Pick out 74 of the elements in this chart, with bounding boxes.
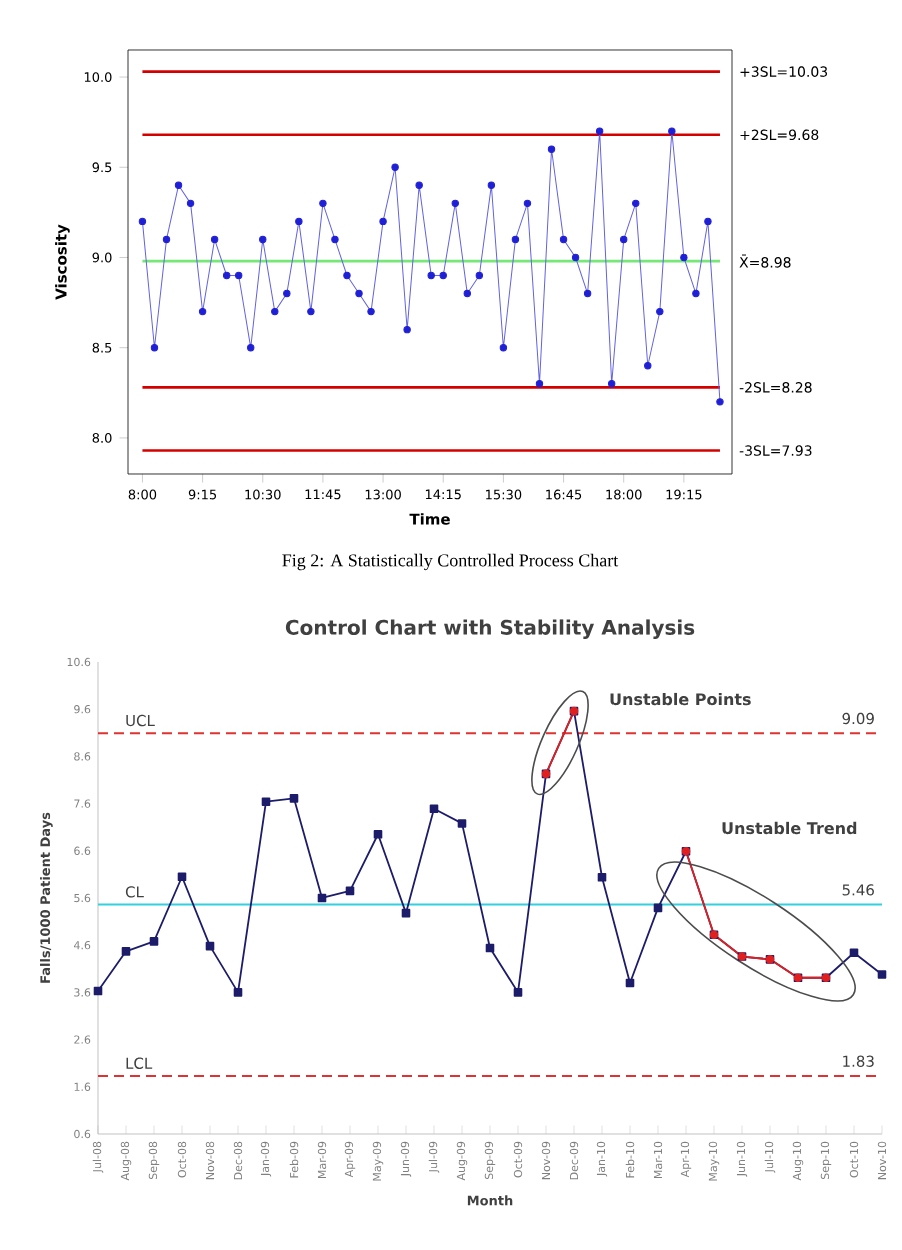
point <box>259 235 267 244</box>
point <box>571 253 580 262</box>
annotation: Unstable Trend <box>722 821 857 835</box>
point <box>205 941 215 951</box>
point <box>632 199 640 208</box>
point <box>295 217 303 226</box>
point <box>513 988 523 997</box>
point <box>499 344 508 352</box>
point <box>379 217 387 226</box>
point <box>427 271 435 280</box>
point <box>234 271 243 280</box>
point <box>653 903 663 913</box>
point <box>367 307 375 316</box>
point <box>283 289 291 298</box>
point <box>345 886 355 896</box>
point <box>307 307 315 316</box>
point <box>668 127 676 135</box>
point <box>247 344 255 352</box>
point <box>222 271 231 280</box>
point <box>403 325 411 334</box>
point <box>415 181 423 190</box>
point <box>174 181 183 190</box>
point <box>186 199 195 208</box>
point <box>451 199 459 208</box>
point <box>680 253 688 262</box>
point <box>597 872 607 882</box>
point <box>331 235 339 244</box>
point <box>523 199 532 208</box>
point <box>535 380 544 388</box>
point <box>511 235 520 244</box>
point <box>317 893 327 903</box>
point <box>261 797 271 807</box>
point <box>716 398 724 406</box>
point <box>355 289 363 298</box>
point <box>559 235 568 244</box>
point <box>656 307 664 316</box>
point <box>620 235 628 244</box>
point <box>210 235 219 244</box>
point <box>198 307 207 316</box>
point <box>401 908 411 918</box>
point <box>583 289 592 298</box>
point <box>463 289 471 298</box>
point <box>391 163 399 171</box>
chart-title: Control Chart with Stability Analysis <box>285 619 695 639</box>
point <box>319 199 327 208</box>
point <box>439 271 447 280</box>
point <box>485 943 495 953</box>
point <box>429 804 439 814</box>
point <box>475 271 484 280</box>
point <box>149 937 159 946</box>
point <box>93 986 103 996</box>
point <box>373 829 383 839</box>
point <box>547 145 556 153</box>
point <box>877 970 887 979</box>
point <box>121 947 131 956</box>
point <box>704 217 712 226</box>
point <box>595 127 604 135</box>
point <box>343 271 351 280</box>
point <box>849 948 859 958</box>
point <box>607 380 616 388</box>
point <box>150 344 159 352</box>
point <box>644 362 652 370</box>
point <box>138 217 147 226</box>
point <box>487 181 496 190</box>
point <box>457 819 467 828</box>
point <box>162 235 171 244</box>
point <box>692 289 700 298</box>
caption: Fig 2: A Statistically Controlled Process Chart <box>282 553 619 571</box>
point <box>625 978 635 988</box>
point <box>233 988 243 997</box>
point <box>177 872 187 882</box>
annotation: Unstable Points <box>610 692 751 706</box>
point <box>289 794 299 803</box>
point <box>271 307 279 316</box>
